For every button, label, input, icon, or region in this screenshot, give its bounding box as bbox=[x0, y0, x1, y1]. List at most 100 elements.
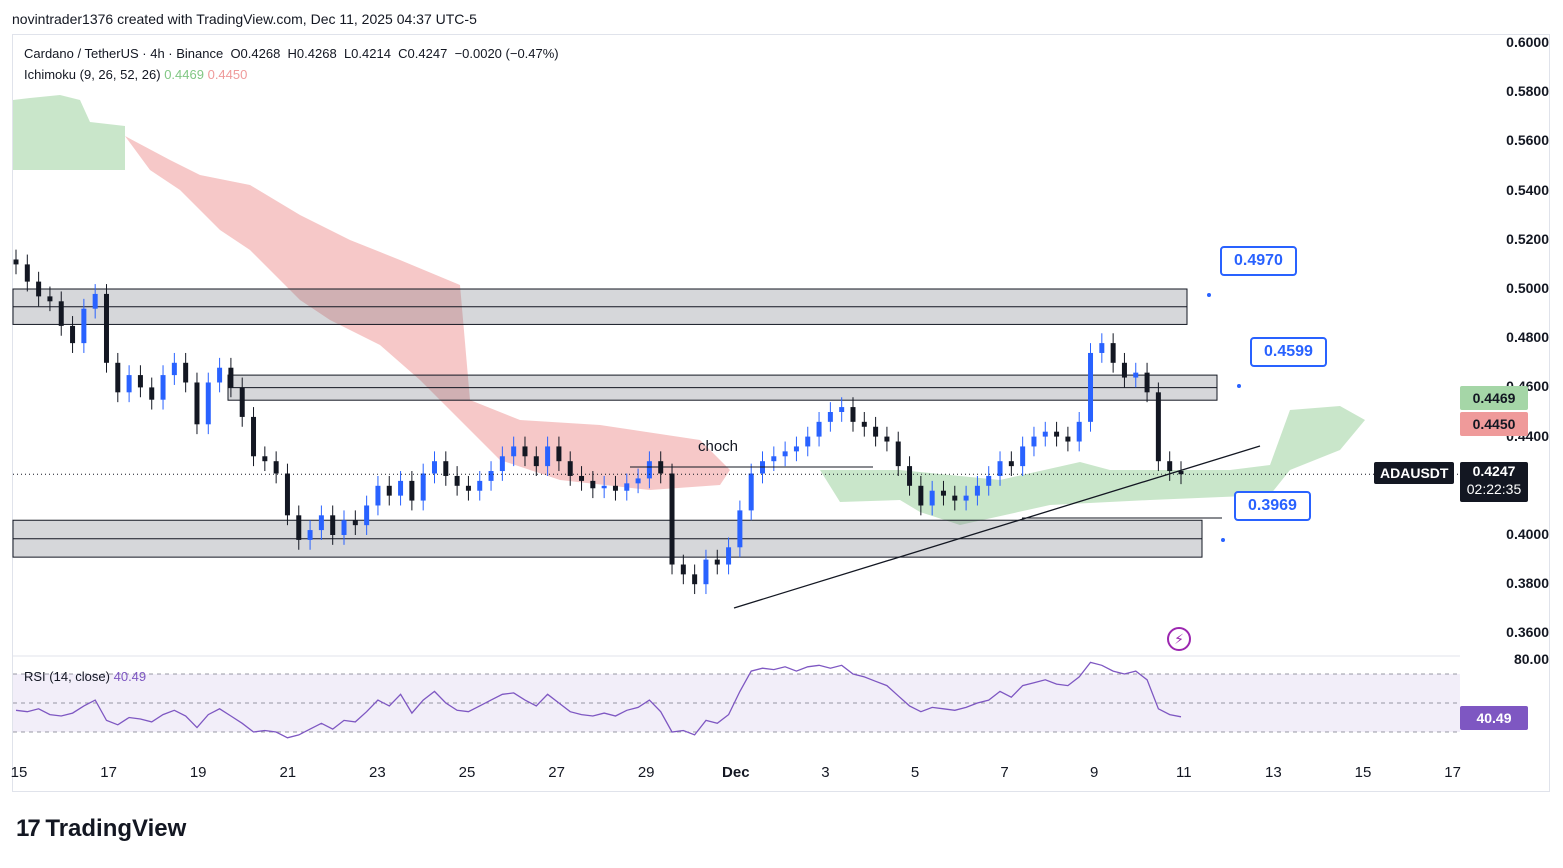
candle-body bbox=[1020, 446, 1026, 467]
price-axis-label: 0.5800 bbox=[1506, 83, 1549, 100]
candle-body bbox=[409, 480, 415, 501]
candle-body bbox=[737, 510, 743, 548]
candle-body bbox=[986, 475, 992, 486]
time-axis-label: 21 bbox=[279, 764, 297, 781]
candle-body bbox=[850, 407, 856, 422]
rsi-value: 40.49 bbox=[113, 669, 147, 684]
ichimoku-legend[interactable]: Ichimoku (9, 26, 52, 26) 0.4469 0.4450 bbox=[24, 67, 247, 82]
callout-anchor bbox=[1237, 384, 1241, 388]
candle-body bbox=[1178, 471, 1184, 475]
bar-countdown: 02:22:35 bbox=[1466, 481, 1522, 497]
tradingview-logo[interactable]: 17 TradingView bbox=[16, 815, 186, 843]
candle-body bbox=[952, 495, 958, 501]
candle-body bbox=[1088, 352, 1094, 422]
candle-body bbox=[748, 473, 754, 511]
candle-body bbox=[205, 382, 211, 425]
price-callout-middle[interactable]: 0.4599 bbox=[1250, 337, 1327, 367]
candle-body bbox=[103, 293, 109, 363]
candle-body bbox=[477, 480, 483, 491]
candle-body bbox=[137, 375, 143, 388]
candle-body bbox=[907, 466, 913, 486]
time-axis-label: 7 bbox=[1000, 764, 1009, 781]
chart-frame[interactable] bbox=[12, 34, 1550, 792]
candle-body bbox=[579, 475, 585, 481]
candle-body bbox=[929, 490, 935, 506]
candle-body bbox=[771, 456, 777, 462]
candle-body bbox=[465, 485, 471, 491]
last-price: 0.4247 bbox=[1472, 463, 1516, 479]
callout-anchor bbox=[1221, 538, 1225, 542]
candle-body bbox=[81, 308, 87, 344]
candle-body bbox=[963, 495, 969, 501]
time-axis-label: Dec bbox=[722, 764, 750, 781]
tv-logo-icon: 17 bbox=[16, 815, 41, 842]
price-axis-label: 0.5400 bbox=[1506, 181, 1549, 198]
candle-body bbox=[171, 362, 177, 376]
candle-body bbox=[330, 515, 336, 535]
candle-body bbox=[1144, 372, 1150, 393]
choch-annotation[interactable]: choch bbox=[698, 438, 739, 455]
price-axis-label: 0.5600 bbox=[1506, 132, 1549, 149]
ichimoku-label: Ichimoku (9, 26, 52, 26) bbox=[24, 67, 161, 82]
candle-body bbox=[680, 564, 686, 575]
candle-body bbox=[703, 559, 709, 585]
price-axis-label: 0.3600 bbox=[1506, 624, 1549, 641]
symbol-legend: Cardano / TetherUS · 4h · Binance O0.426… bbox=[24, 46, 559, 61]
time-axis-label: 15 bbox=[1354, 764, 1372, 781]
candle-body bbox=[273, 461, 279, 474]
ichimoku-span-b: 0.4450 bbox=[207, 67, 248, 82]
candle-body bbox=[726, 547, 732, 565]
rsi-legend[interactable]: RSI (14, close) 40.49 bbox=[24, 669, 146, 684]
candle-body bbox=[567, 461, 573, 476]
candle-body bbox=[873, 426, 879, 437]
candle-body bbox=[115, 362, 121, 393]
trendline bbox=[733, 445, 1261, 609]
candle-body bbox=[1110, 343, 1116, 363]
candle-body bbox=[183, 362, 189, 383]
high-value: H0.4268 bbox=[287, 46, 337, 61]
candle-body bbox=[398, 480, 404, 496]
candle-body bbox=[92, 293, 98, 309]
symbol-tag: ADAUSDT bbox=[1374, 462, 1455, 484]
time-axis-label: 15 bbox=[10, 764, 28, 781]
price-callout-upper[interactable]: 0.4970 bbox=[1220, 246, 1297, 276]
candle-body bbox=[1121, 362, 1127, 378]
candle-body bbox=[251, 416, 257, 457]
candle-body bbox=[816, 421, 822, 437]
candle-body bbox=[284, 473, 290, 516]
candle-body bbox=[341, 520, 347, 535]
candle-body bbox=[36, 281, 42, 297]
price-callout-lower[interactable]: 0.3969 bbox=[1234, 491, 1311, 521]
candle-body bbox=[160, 375, 166, 400]
cloud-green-early bbox=[13, 95, 125, 170]
symbol-line: Cardano / TetherUS · 4h · Binance bbox=[24, 46, 224, 61]
candle-body bbox=[692, 574, 698, 585]
candle-body bbox=[194, 382, 200, 425]
candle-body bbox=[793, 446, 799, 452]
candle-body bbox=[1008, 461, 1014, 467]
time-axis-label: 9 bbox=[1090, 764, 1099, 781]
lightning-icon[interactable]: ⚡ bbox=[1167, 627, 1191, 651]
candle-body bbox=[612, 485, 618, 491]
candle-body bbox=[420, 473, 426, 501]
price-axis-label: 0.4800 bbox=[1506, 329, 1549, 346]
time-axis-label: 27 bbox=[548, 764, 565, 781]
rsi-label: RSI (14, close) bbox=[24, 669, 110, 684]
ichimoku-b-tag: 0.4450 bbox=[1460, 412, 1528, 436]
time-axis-label: 25 bbox=[458, 764, 476, 781]
candle-body bbox=[296, 515, 302, 540]
rsi-line bbox=[15, 661, 1182, 739]
rsi-tag: 40.49 bbox=[1460, 706, 1528, 730]
ichimoku-a-tag: 0.4469 bbox=[1460, 386, 1528, 410]
candle-body bbox=[805, 436, 811, 447]
candle-body bbox=[646, 461, 652, 479]
last-price-tag: 0.4247 02:22:35 bbox=[1460, 462, 1528, 502]
close-value: C0.4247 bbox=[398, 46, 448, 61]
time-axis-label: 5 bbox=[910, 764, 920, 781]
callout-anchor bbox=[1207, 293, 1211, 297]
candle-body bbox=[624, 483, 630, 491]
price-axis-label: 0.5200 bbox=[1506, 230, 1549, 247]
candle-body bbox=[1167, 461, 1173, 472]
candle-body bbox=[669, 473, 675, 565]
